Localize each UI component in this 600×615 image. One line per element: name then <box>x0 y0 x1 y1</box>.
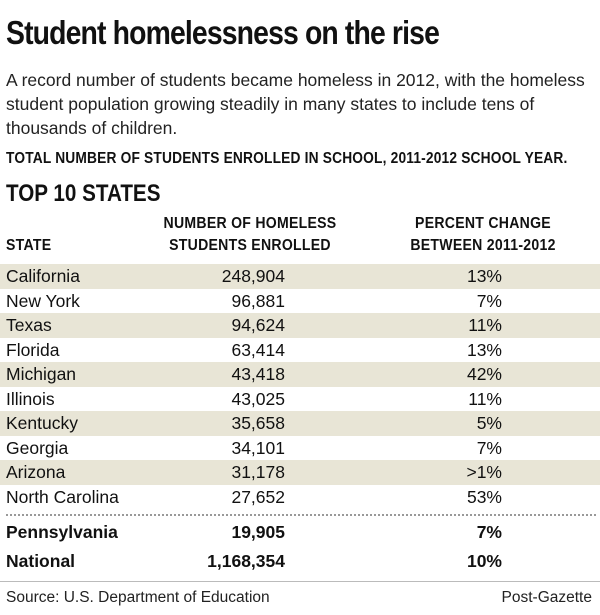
state-name: Texas <box>6 315 52 335</box>
deck-text: A record number of students became homel… <box>6 70 585 138</box>
percent-change: 7% <box>476 437 502 458</box>
state-name: California <box>6 266 80 286</box>
state-name: National <box>6 551 76 571</box>
homeless-count: 248,904 <box>221 266 285 286</box>
state-name: Michigan <box>6 364 77 384</box>
state-name: Arizona <box>6 462 66 482</box>
column-header-percent-line1: PERCENT CHANGE <box>415 215 551 232</box>
homeless-count: 1,168,354 <box>207 551 285 571</box>
table-row: Kentucky 35,658 5% <box>0 411 600 436</box>
state-name: Florida <box>6 339 60 360</box>
homeless-count: 94,624 <box>231 315 285 335</box>
percent-change: 11% <box>468 315 502 335</box>
state-name: New York <box>6 290 80 311</box>
table-row: Florida 63,414 13% <box>0 338 600 363</box>
state-name: Illinois <box>6 388 55 409</box>
homeless-count: 63,414 <box>231 339 285 360</box>
table-row: New York 96,881 7% <box>0 289 600 314</box>
homeless-count: 96,881 <box>231 290 285 311</box>
percent-change: 13% <box>466 266 502 286</box>
column-header-state: STATE <box>6 237 52 254</box>
percent-change: 10% <box>466 551 502 571</box>
state-name: North Carolina <box>6 486 119 507</box>
state-name: Kentucky <box>6 413 78 433</box>
state-name: Pennsylvania <box>6 522 118 542</box>
table-row-pennsylvania: Pennsylvania 19,905 7% <box>0 520 600 544</box>
section-title: TOP 10 STATES <box>6 180 161 207</box>
table-row: Arizona 31,178 >1% <box>0 460 600 485</box>
table-row: Texas 94,624 11% <box>0 313 600 338</box>
percent-change: 5% <box>476 413 502 433</box>
column-header-count-line1: NUMBER OF HOMELESS <box>163 215 337 232</box>
homeless-count: 43,025 <box>231 388 285 409</box>
table-row-national: National 1,168,354 10% <box>0 549 600 573</box>
states-table: California 248,904 13% New York 96,881 7% Texa… <box>0 264 600 509</box>
column-header-percent: PERCENT CHANGE BETWEEN 2011-2012 <box>395 213 571 257</box>
table-row: Illinois 43,025 11% <box>0 387 600 412</box>
column-header-count: NUMBER OF HOMELESS STUDENTS ENROLLED <box>158 213 343 257</box>
credit: Post-Gazette <box>501 589 592 606</box>
headline: Student homelessness on the rise <box>6 14 440 51</box>
table-row: Georgia 34,101 7% <box>0 436 600 461</box>
column-header-percent-line2: BETWEEN 2011-2012 <box>410 237 556 254</box>
percent-change: 53% <box>466 486 502 507</box>
homeless-count: 19,905 <box>231 522 285 542</box>
subhead: TOTAL NUMBER OF STUDENTS ENROLLED IN SCH… <box>6 150 568 167</box>
table-row: North Carolina 27,652 53% <box>0 485 600 510</box>
table-divider <box>6 514 596 516</box>
footer-rule <box>0 581 600 582</box>
homeless-count: 27,652 <box>231 486 285 507</box>
table-row: Michigan 43,418 42% <box>0 362 600 387</box>
source-note: Source: U.S. Department of Education <box>6 589 270 606</box>
table-row: California 248,904 13% <box>0 264 600 289</box>
percent-change: 13% <box>466 339 502 360</box>
percent-change: 7% <box>476 522 502 542</box>
homeless-count: 43,418 <box>231 364 285 384</box>
percent-change: 11% <box>468 388 502 409</box>
percent-change: 42% <box>466 364 502 384</box>
homeless-count: 34,101 <box>231 437 285 458</box>
homeless-count: 31,178 <box>231 462 285 482</box>
homeless-count: 35,658 <box>231 413 285 433</box>
percent-change: 7% <box>476 290 502 311</box>
column-header-count-line2: STUDENTS ENROLLED <box>169 237 331 254</box>
state-name: Georgia <box>6 437 69 458</box>
percent-change: >1% <box>466 462 502 482</box>
